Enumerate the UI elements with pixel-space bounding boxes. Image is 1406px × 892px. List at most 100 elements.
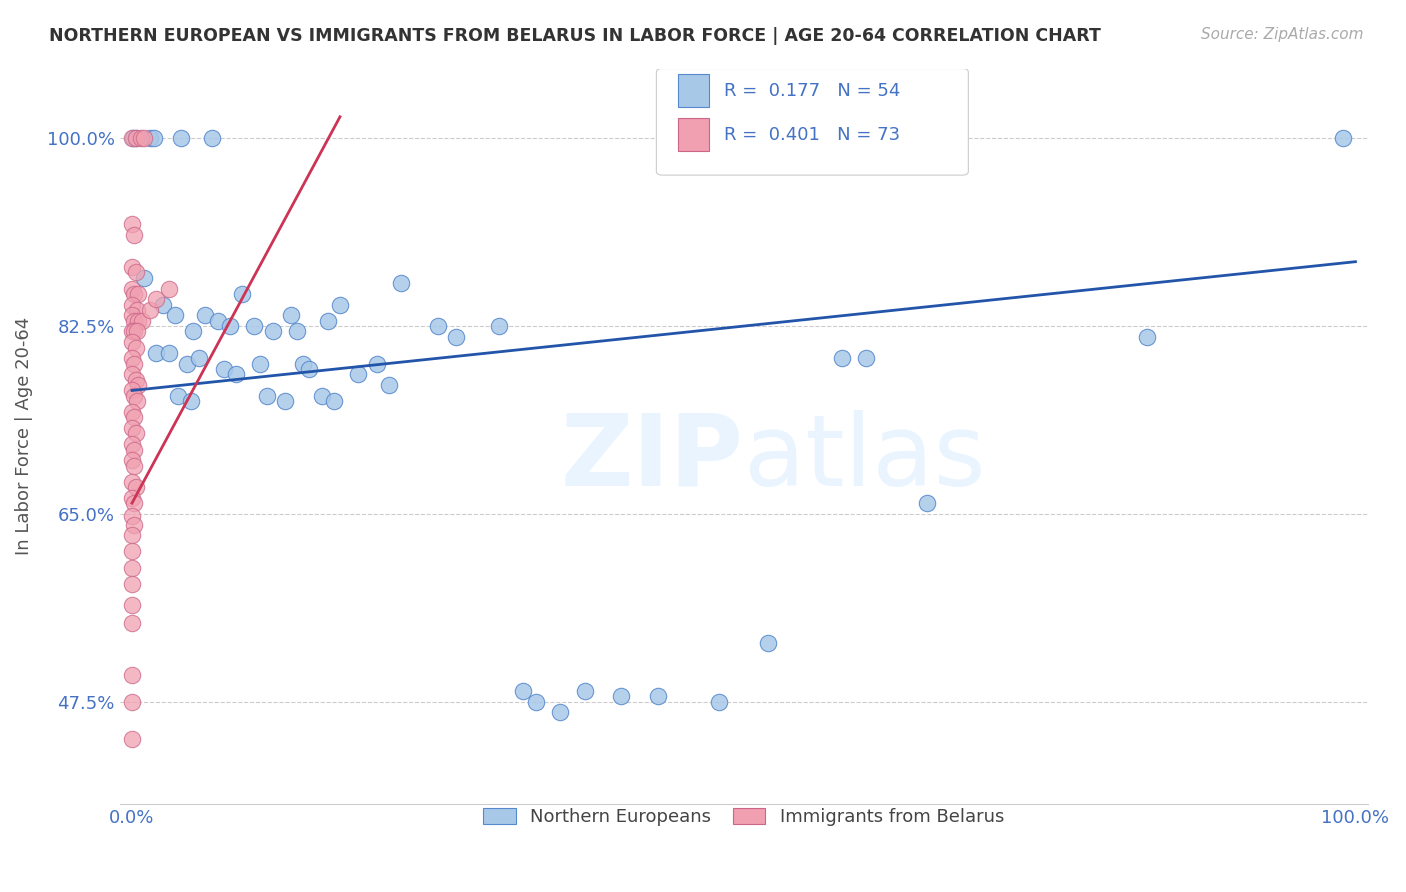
Point: [347, 368, 370, 382]
Point: [124, 286, 146, 301]
Point: [121, 384, 143, 398]
Point: [574, 684, 596, 698]
Point: [298, 362, 321, 376]
Point: [121, 351, 143, 366]
Point: [124, 442, 146, 457]
Point: [121, 437, 143, 451]
Point: [131, 314, 153, 328]
Point: [915, 496, 938, 510]
Point: [366, 357, 388, 371]
Point: [274, 394, 297, 409]
Point: [124, 458, 146, 473]
Point: [124, 389, 146, 403]
Y-axis label: In Labor Force | Age 20-64: In Labor Force | Age 20-64: [15, 317, 32, 555]
Point: [145, 346, 167, 360]
Point: [125, 394, 148, 409]
Point: [121, 298, 143, 312]
Point: [249, 357, 271, 371]
Point: [124, 410, 146, 425]
Point: [121, 368, 143, 382]
Point: [145, 292, 167, 306]
Point: [292, 357, 315, 371]
Point: [124, 341, 146, 355]
Point: [124, 325, 146, 339]
Point: [127, 286, 149, 301]
Point: [121, 405, 143, 419]
Point: [121, 528, 143, 542]
Point: [121, 598, 143, 612]
Point: [280, 309, 302, 323]
Point: [243, 319, 266, 334]
Point: [181, 325, 204, 339]
Point: [139, 131, 162, 145]
Point: [709, 695, 731, 709]
Point: [121, 217, 143, 231]
Point: [285, 325, 308, 339]
Point: [134, 270, 156, 285]
Point: [610, 690, 633, 704]
Point: [121, 325, 143, 339]
Point: [121, 668, 143, 682]
Point: [127, 314, 149, 328]
Point: [176, 357, 198, 371]
Point: [121, 475, 143, 489]
Point: [1136, 330, 1159, 344]
Point: [647, 690, 669, 704]
Point: [121, 131, 143, 145]
Point: [1331, 131, 1354, 145]
Point: [316, 314, 339, 328]
Point: [231, 286, 253, 301]
Point: [322, 394, 344, 409]
Point: [262, 325, 284, 339]
Point: [444, 330, 467, 344]
Text: ZIP: ZIP: [561, 409, 744, 507]
Point: [756, 635, 779, 649]
Point: [127, 378, 149, 392]
Text: R =  0.401   N = 73: R = 0.401 N = 73: [724, 126, 900, 144]
Point: [426, 319, 449, 334]
Point: [121, 453, 143, 467]
Point: [831, 351, 853, 366]
Text: R =  0.177   N = 54: R = 0.177 N = 54: [724, 81, 900, 100]
Point: [124, 265, 146, 279]
Point: [200, 131, 222, 145]
Point: [157, 281, 180, 295]
Point: [218, 319, 240, 334]
Point: [194, 309, 217, 323]
Point: [163, 309, 186, 323]
Point: [488, 319, 510, 334]
Point: [124, 496, 146, 510]
Point: [134, 131, 156, 145]
Point: [121, 576, 143, 591]
Point: [207, 314, 229, 328]
Point: [124, 131, 146, 145]
Point: [329, 298, 352, 312]
FancyBboxPatch shape: [678, 118, 709, 152]
Point: [121, 421, 143, 435]
Point: [124, 373, 146, 387]
Point: [122, 131, 145, 145]
Point: [124, 517, 146, 532]
Point: [125, 325, 148, 339]
Point: [124, 357, 146, 371]
Point: [121, 695, 143, 709]
Point: [124, 314, 146, 328]
Point: [512, 684, 534, 698]
Point: [121, 732, 143, 747]
Point: [121, 309, 143, 323]
FancyBboxPatch shape: [678, 74, 709, 107]
Text: atlas: atlas: [744, 409, 986, 507]
Point: [129, 131, 152, 145]
FancyBboxPatch shape: [657, 69, 969, 175]
Point: [121, 281, 143, 295]
Point: [855, 351, 877, 366]
Point: [121, 616, 143, 631]
Point: [121, 544, 143, 558]
Point: [125, 303, 148, 318]
Point: [170, 131, 193, 145]
Point: [124, 426, 146, 441]
Text: Source: ZipAtlas.com: Source: ZipAtlas.com: [1201, 27, 1364, 42]
Point: [256, 389, 278, 403]
Point: [121, 560, 143, 574]
Point: [121, 509, 143, 524]
